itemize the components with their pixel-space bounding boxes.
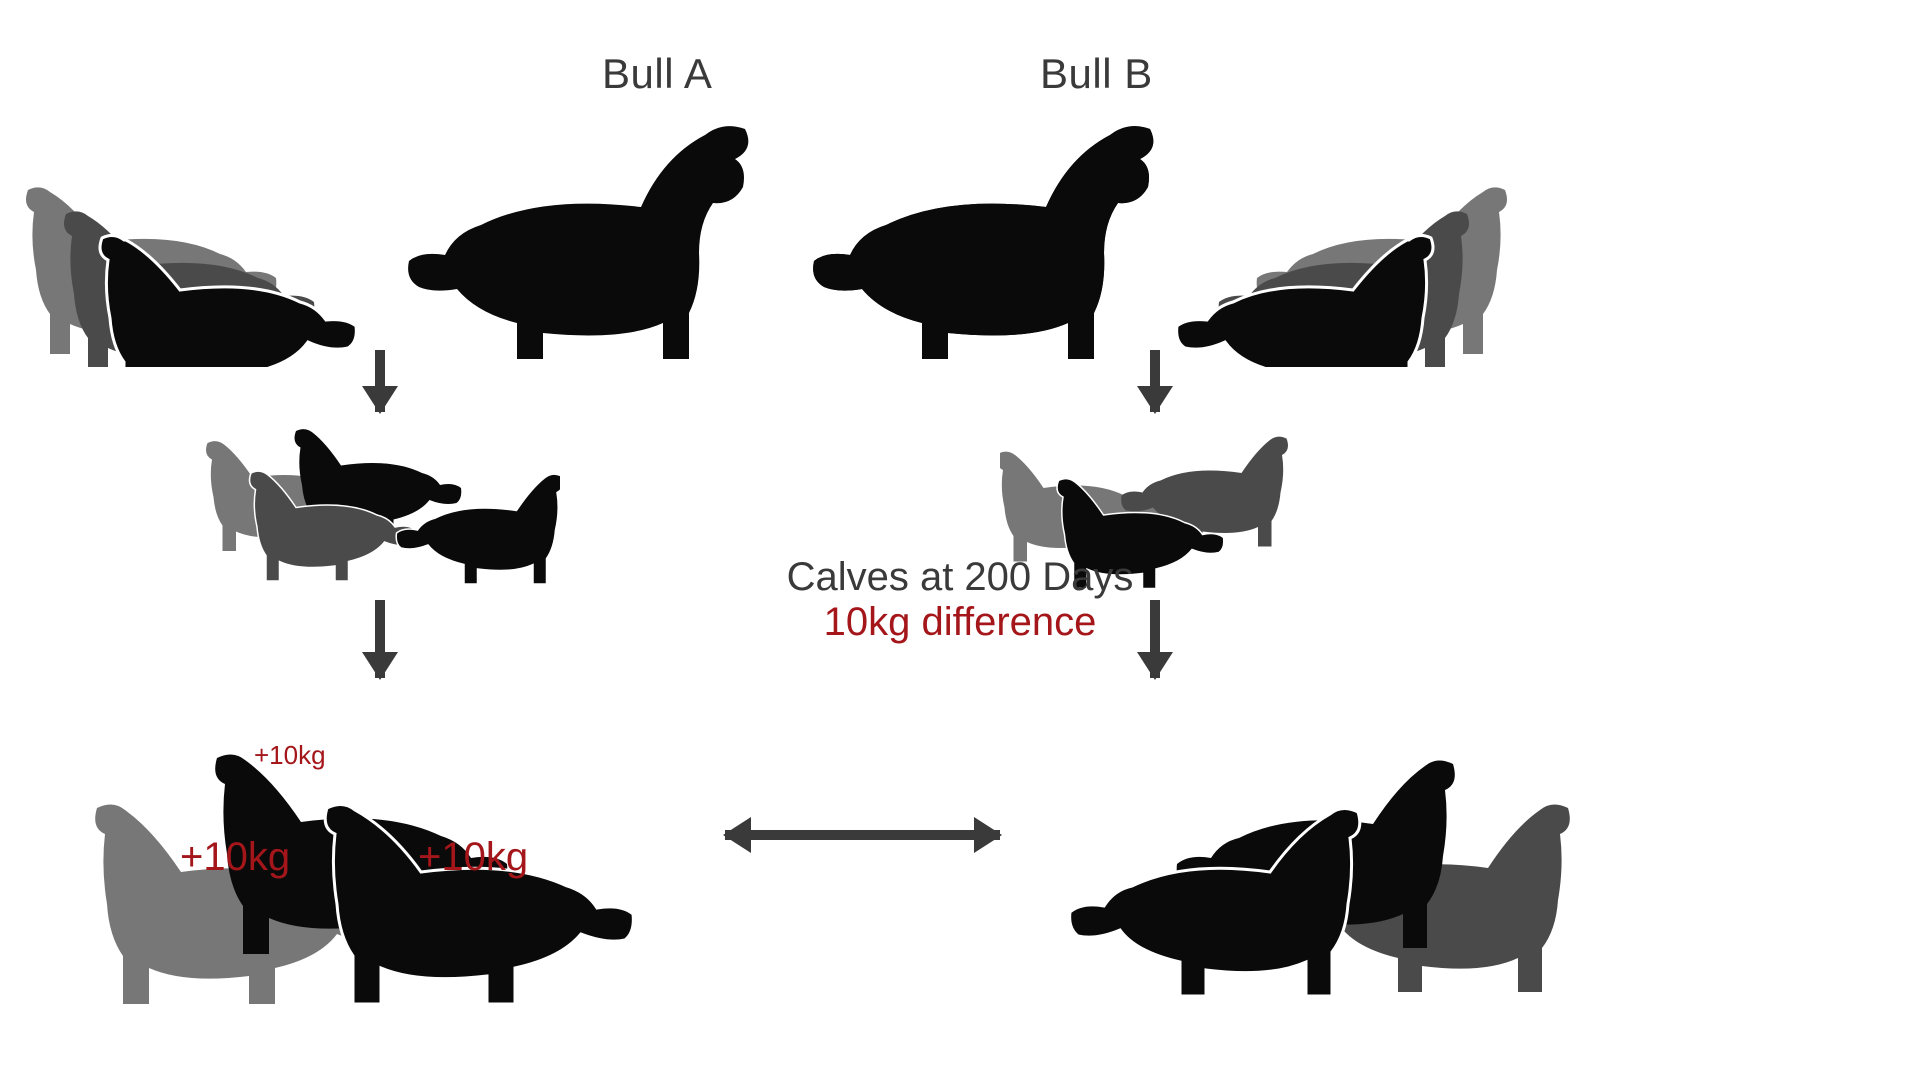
top-left-cows: [18, 122, 378, 367]
plus10-small: +10kg: [254, 740, 326, 771]
top-right-cows: [1155, 122, 1515, 367]
plus10-right: +10kg: [418, 835, 528, 880]
bottom-left-calves: [85, 700, 665, 1020]
bottom-right-calves: [1040, 710, 1580, 1010]
bull-a-ebv: EBV + 60: [470, 160, 640, 205]
bull-b-shape: [760, 95, 1170, 365]
center-line-2: 10kg difference: [824, 600, 1097, 644]
arrow-horizontal: [725, 830, 1000, 840]
bull-b-title: Bull B: [1040, 50, 1153, 98]
mid-left-calves: [200, 410, 560, 600]
bull-a: [355, 95, 765, 365]
plus10-left: +10kg: [180, 835, 290, 880]
arrow-right-1: [1150, 350, 1160, 412]
diagram-stage: Bull A Bull B EBV + 60 EBV +: [0, 0, 1920, 1080]
center-line-1: Calves at 200 Days: [787, 555, 1134, 599]
arrow-left-2: [375, 600, 385, 678]
bull-a-title: Bull A: [602, 50, 712, 98]
bull-b-ebv: EBV + 40: [845, 160, 1015, 205]
center-caption: Calves at 200 Days 10kg difference: [710, 555, 1210, 645]
arrow-left-1: [375, 350, 385, 412]
